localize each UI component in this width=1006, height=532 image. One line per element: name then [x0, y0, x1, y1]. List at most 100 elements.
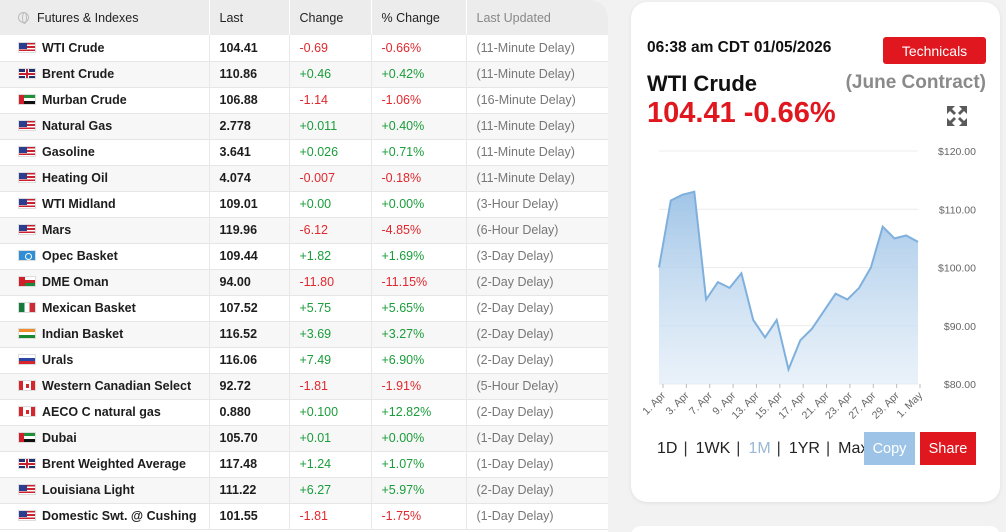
range-1m[interactable]: 1M — [748, 440, 771, 457]
table-row[interactable]: Heating Oil 4.074 -0.007 -0.18% (11-Minute D… — [0, 165, 608, 191]
row-name[interactable]: Domestic Swt. @ Cushing — [0, 503, 210, 529]
row-name-label: Heating Oil — [42, 171, 108, 185]
row-last: 116.52 — [209, 321, 290, 347]
header-pct-change[interactable]: % Change — [371, 0, 467, 35]
flag-gb-icon — [18, 458, 36, 469]
row-last-updated: (11-Minute Delay) — [466, 165, 608, 191]
range-selector: 1D | 1WK | 1M | 1YR | Max — [655, 440, 870, 458]
row-change: +0.011 — [289, 113, 372, 139]
row-name[interactable]: WTI Crude — [0, 35, 210, 61]
table-row[interactable]: AECO C natural gas 0.880 +0.100 +12.82% (2-D… — [0, 399, 608, 425]
table-row[interactable]: Western Canadian Select 92.72 -1.81 -1.91%(… — [0, 373, 608, 399]
row-change: -1.81 — [289, 373, 372, 399]
row-name[interactable]: WTI Midland — [0, 191, 210, 217]
header-last[interactable]: Last — [209, 0, 290, 35]
expand-icon[interactable] — [946, 105, 968, 127]
row-name[interactable]: Mexican Basket — [0, 295, 210, 321]
row-last-updated: (2-Day Delay) — [466, 347, 608, 373]
row-last: 94.00 — [209, 269, 290, 295]
table-row[interactable]: Dubai 105.70 +0.01 +0.00% (1-Day Delay) — [0, 425, 608, 451]
x-tick-label: 7. Apr — [687, 389, 715, 417]
row-name[interactable]: Gasoline — [0, 139, 210, 165]
y-tick-label: $90.00 — [944, 321, 976, 333]
row-name[interactable]: Western Canadian Select — [0, 373, 210, 399]
row-name[interactable]: Indian Basket — [0, 321, 210, 347]
table-row[interactable]: Brent Crude 110.86 +0.46 +0.42% (11-Minute D… — [0, 61, 608, 87]
price-chart[interactable]: $120.00 $110.00 $100.00 $90.00 $80.00 1. Apr3… — [631, 137, 1000, 422]
copy-button[interactable]: Copy — [864, 432, 915, 465]
table-row[interactable]: Murban Crude 106.88 -1.14 -1.06% (16-Minute … — [0, 87, 608, 113]
row-name[interactable]: Opec Basket — [0, 243, 210, 269]
header-change[interactable]: Change — [289, 0, 372, 35]
table-row[interactable]: Mexican Basket 107.52 +5.75 +5.65% (2-Day De… — [0, 295, 608, 321]
row-change: +0.01 — [289, 425, 372, 451]
table-row[interactable]: Indian Basket 116.52 +3.69 +3.27% (2-Day Del… — [0, 321, 608, 347]
row-name[interactable]: AECO C natural gas — [0, 399, 210, 425]
row-last-updated: (1-Day Delay) — [466, 451, 608, 477]
table-row[interactable]: Mars 119.96 -6.12 -4.85% (6-Hour Delay) — [0, 217, 608, 243]
range-1d[interactable]: 1D — [657, 440, 678, 457]
table-row[interactable]: WTI Midland 109.01 +0.00 +0.00% (3-Hour Dela… — [0, 191, 608, 217]
row-pct-change: +1.69% — [371, 243, 467, 269]
share-button[interactable]: Share — [920, 432, 976, 465]
table-row[interactable]: Louisiana Light 111.22 +6.27 +5.97% (2-Day D… — [0, 477, 608, 503]
row-name[interactable]: Brent Weighted Average — [0, 451, 210, 477]
flag-ae-icon — [18, 94, 36, 105]
table-row[interactable]: DME Oman 94.00 -11.80 -11.15% (2-Day Delay) — [0, 269, 608, 295]
technicals-button[interactable]: Technicals — [883, 37, 986, 64]
globe-icon — [18, 11, 29, 24]
row-name[interactable]: Natural Gas — [0, 113, 210, 139]
quote-card: 06:38 am CDT 01/05/2026 Technicals WTI C… — [631, 2, 1000, 502]
row-last-updated: (11-Minute Delay) — [466, 139, 608, 165]
header-last-updated[interactable]: Last Updated — [466, 0, 608, 35]
table-row[interactable]: Gasoline 3.641 +0.026 +0.71% (11-Minute Dela… — [0, 139, 608, 165]
table-row[interactable]: WTI Crude 104.41 -0.69 -0.66% (11-Minute Del… — [0, 35, 608, 61]
row-change: +7.49 — [289, 347, 372, 373]
range-1wk[interactable]: 1WK — [695, 440, 731, 457]
row-name[interactable]: Murban Crude — [0, 87, 210, 113]
row-last: 2.778 — [209, 113, 290, 139]
row-name-label: Mars — [42, 223, 72, 237]
range-1yr[interactable]: 1YR — [788, 440, 820, 457]
table-row[interactable]: Brent Weighted Average 117.48 +1.24 +1.07%(… — [0, 451, 608, 477]
flag-us-icon — [18, 146, 36, 157]
header-name[interactable]: Futures & Indexes — [0, 0, 210, 35]
row-name[interactable]: Louisiana Light — [0, 477, 210, 503]
row-pct-change: +5.65% — [371, 295, 467, 321]
row-change: +0.026 — [289, 139, 372, 165]
range-max[interactable]: Max — [838, 440, 869, 457]
row-pct-change: +0.71% — [371, 139, 467, 165]
row-change: +6.27 — [289, 477, 372, 503]
flag-ca-icon — [18, 380, 36, 391]
row-pct-change: -0.18% — [371, 165, 467, 191]
flag-om-icon — [18, 276, 36, 287]
row-name[interactable]: DME Oman — [0, 269, 210, 295]
row-last-updated: (2-Day Delay) — [466, 477, 608, 503]
row-name-label: DME Oman — [42, 275, 109, 289]
row-name-label: Brent Weighted Average — [42, 457, 187, 471]
row-last: 109.44 — [209, 243, 290, 269]
row-last: 3.641 — [209, 139, 290, 165]
table-row[interactable]: Opec Basket 109.44 +1.82 +1.69% (3-Day Delay… — [0, 243, 608, 269]
flag-opec-icon — [18, 250, 36, 261]
row-name[interactable]: Mars — [0, 217, 210, 243]
row-last: 111.22 — [209, 477, 290, 503]
row-name-label: Domestic Swt. @ Cushing — [42, 509, 197, 523]
row-last: 119.96 — [209, 217, 290, 243]
x-tick-label: 1. Apr — [640, 389, 668, 417]
row-name-label: Dubai — [42, 431, 77, 445]
row-change: +1.24 — [289, 451, 372, 477]
row-pct-change: +12.82% — [371, 399, 467, 425]
table-row[interactable]: Natural Gas 2.778 +0.011 +0.40% (11-Minute D… — [0, 113, 608, 139]
table-row[interactable]: Urals 116.06 +7.49 +6.90% (2-Day Delay) — [0, 347, 608, 373]
row-name-label: Mexican Basket — [42, 301, 136, 315]
row-name[interactable]: Brent Crude — [0, 61, 210, 87]
row-last-updated: (2-Day Delay) — [466, 321, 608, 347]
row-name[interactable]: Heating Oil — [0, 165, 210, 191]
table-row[interactable]: Domestic Swt. @ Cushing 101.55 -1.81 -1.75%… — [0, 503, 608, 529]
row-last: 109.01 — [209, 191, 290, 217]
row-change: +1.82 — [289, 243, 372, 269]
row-name[interactable]: Dubai — [0, 425, 210, 451]
row-change: +0.100 — [289, 399, 372, 425]
row-name[interactable]: Urals — [0, 347, 210, 373]
